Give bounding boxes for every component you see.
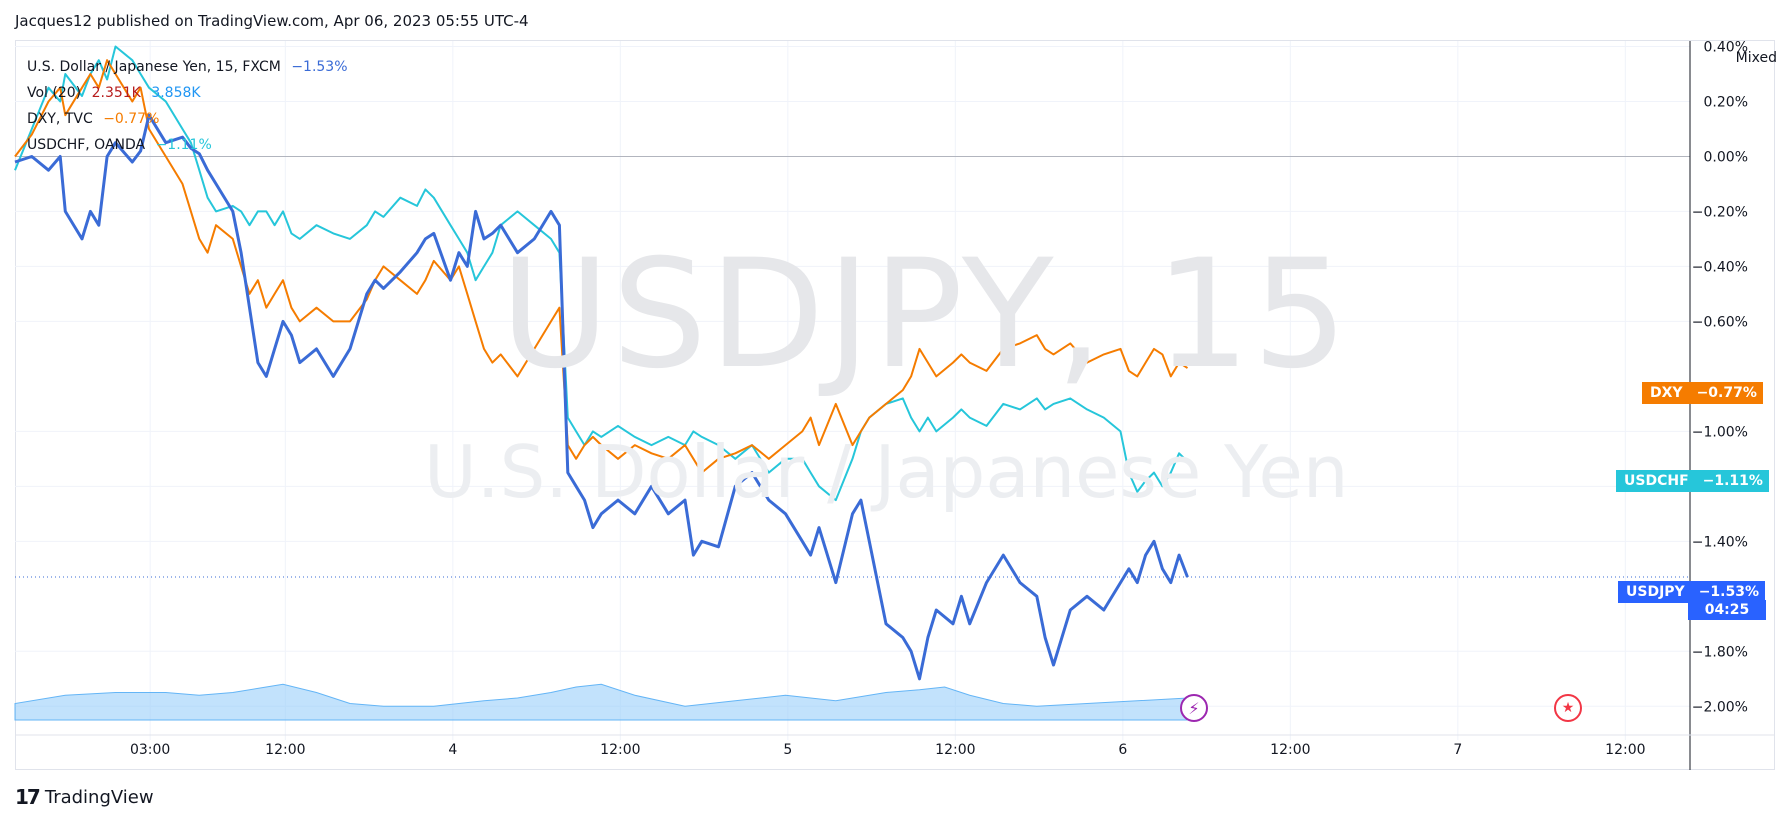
y-tick-label: −0.20% bbox=[1692, 204, 1748, 220]
x-tick-label: 6 bbox=[1118, 742, 1127, 758]
x-tick-label: 5 bbox=[783, 742, 792, 758]
y-tick-label: −1.80% bbox=[1692, 644, 1748, 660]
x-tick-label: 12:00 bbox=[1605, 742, 1645, 758]
usdjpy-price-tag: USDJPY −1.53% bbox=[1618, 581, 1765, 603]
usdjpy-tag-name: USDJPY bbox=[1626, 584, 1685, 600]
x-tick-label: 12:00 bbox=[1270, 742, 1310, 758]
y-tick-label: −2.00% bbox=[1692, 699, 1748, 715]
tradingview-logo[interactable]: 17 TradingView bbox=[15, 785, 154, 809]
bar-countdown: 04:25 bbox=[1688, 600, 1766, 620]
x-tick-label: 12:00 bbox=[935, 742, 975, 758]
scale-mode-label[interactable]: Mixed bbox=[1735, 50, 1777, 66]
legend-vol-name: Vol (20) bbox=[27, 85, 82, 101]
legend: U.S. Dollar / Japanese Yen, 15, FXCM −1.… bbox=[27, 54, 354, 158]
series-line-dxy bbox=[14, 59, 1189, 474]
series-lines bbox=[14, 45, 1189, 681]
legend-vol[interactable]: Vol (20) 2.351K 3.858K bbox=[27, 80, 354, 106]
legend-main-value: −1.53% bbox=[291, 59, 348, 75]
y-tick-label: 0.20% bbox=[1704, 94, 1748, 110]
y-tick-label: −0.40% bbox=[1692, 259, 1748, 275]
x-tick-label: 12:00 bbox=[600, 742, 640, 758]
series-line-usdjpy bbox=[14, 113, 1189, 681]
x-tick-label: 7 bbox=[1453, 742, 1462, 758]
legend-main-name: U.S. Dollar / Japanese Yen, 15, FXCM bbox=[27, 59, 281, 75]
legend-dxy-name: DXY, TVC bbox=[27, 111, 93, 127]
usdchf-tag-value: −1.11% bbox=[1702, 473, 1763, 489]
x-tick-label: 4 bbox=[448, 742, 457, 758]
x-tick-label: 12:00 bbox=[265, 742, 305, 758]
time-axis: 03:00 12:00 4 12:00 5 12:00 6 12:00 7 12:00 bbox=[15, 734, 1775, 758]
legend-usdchf-value: −1.11% bbox=[155, 137, 212, 153]
legend-dxy-value: −0.77% bbox=[103, 111, 160, 127]
y-tick-label: −1.00% bbox=[1692, 424, 1748, 440]
volume-area bbox=[14, 683, 1188, 721]
y-tick-label: 0.40% bbox=[1704, 39, 1748, 55]
y-tick-label: −0.60% bbox=[1692, 314, 1748, 330]
legend-main[interactable]: U.S. Dollar / Japanese Yen, 15, FXCM −1.… bbox=[27, 54, 354, 80]
x-tick-label: 03:00 bbox=[130, 742, 170, 758]
y-tick-label: 0.00% bbox=[1704, 149, 1748, 165]
legend-vol-v2: 3.858K bbox=[151, 85, 201, 101]
dxy-price-tag: DXY −0.77% bbox=[1642, 382, 1763, 404]
usdchf-tag-name: USDCHF bbox=[1624, 473, 1689, 489]
legend-dxy[interactable]: DXY, TVC −0.77% bbox=[27, 106, 354, 132]
watermark-symbol: USDJPY, 15 bbox=[500, 228, 1350, 402]
lightning-icon[interactable]: ⚡ bbox=[1180, 694, 1208, 722]
legend-usdchf[interactable]: USDCHF, OANDA −1.11% bbox=[27, 132, 354, 158]
us-flag-icon[interactable]: ★ bbox=[1554, 694, 1582, 722]
dxy-tag-value: −0.77% bbox=[1696, 385, 1757, 401]
volume-ma-area bbox=[14, 683, 1188, 721]
series-line-usdchf bbox=[14, 45, 1189, 502]
legend-vol-v1: 2.351K bbox=[91, 85, 141, 101]
watermark-description: U.S. Dollar / Japanese Yen bbox=[424, 430, 1349, 514]
tv-brand-label: TradingView bbox=[44, 786, 154, 808]
usdchf-price-tag: USDCHF −1.11% bbox=[1616, 470, 1769, 492]
published-info: Jacques12 published on TradingView.com, … bbox=[15, 12, 529, 30]
dxy-tag-name: DXY bbox=[1650, 385, 1683, 401]
price-axis: 0.40% 0.20% 0.00% −0.20% −0.40% −0.60% −1.00% −… bbox=[1689, 39, 1748, 770]
chart-frame[interactable] bbox=[15, 40, 1775, 770]
usdjpy-tag-value: −1.53% bbox=[1698, 584, 1759, 600]
y-tick-label: −1.40% bbox=[1692, 534, 1748, 550]
legend-usdchf-name: USDCHF, OANDA bbox=[27, 137, 146, 153]
tv-logo-icon: 17 bbox=[15, 785, 41, 809]
